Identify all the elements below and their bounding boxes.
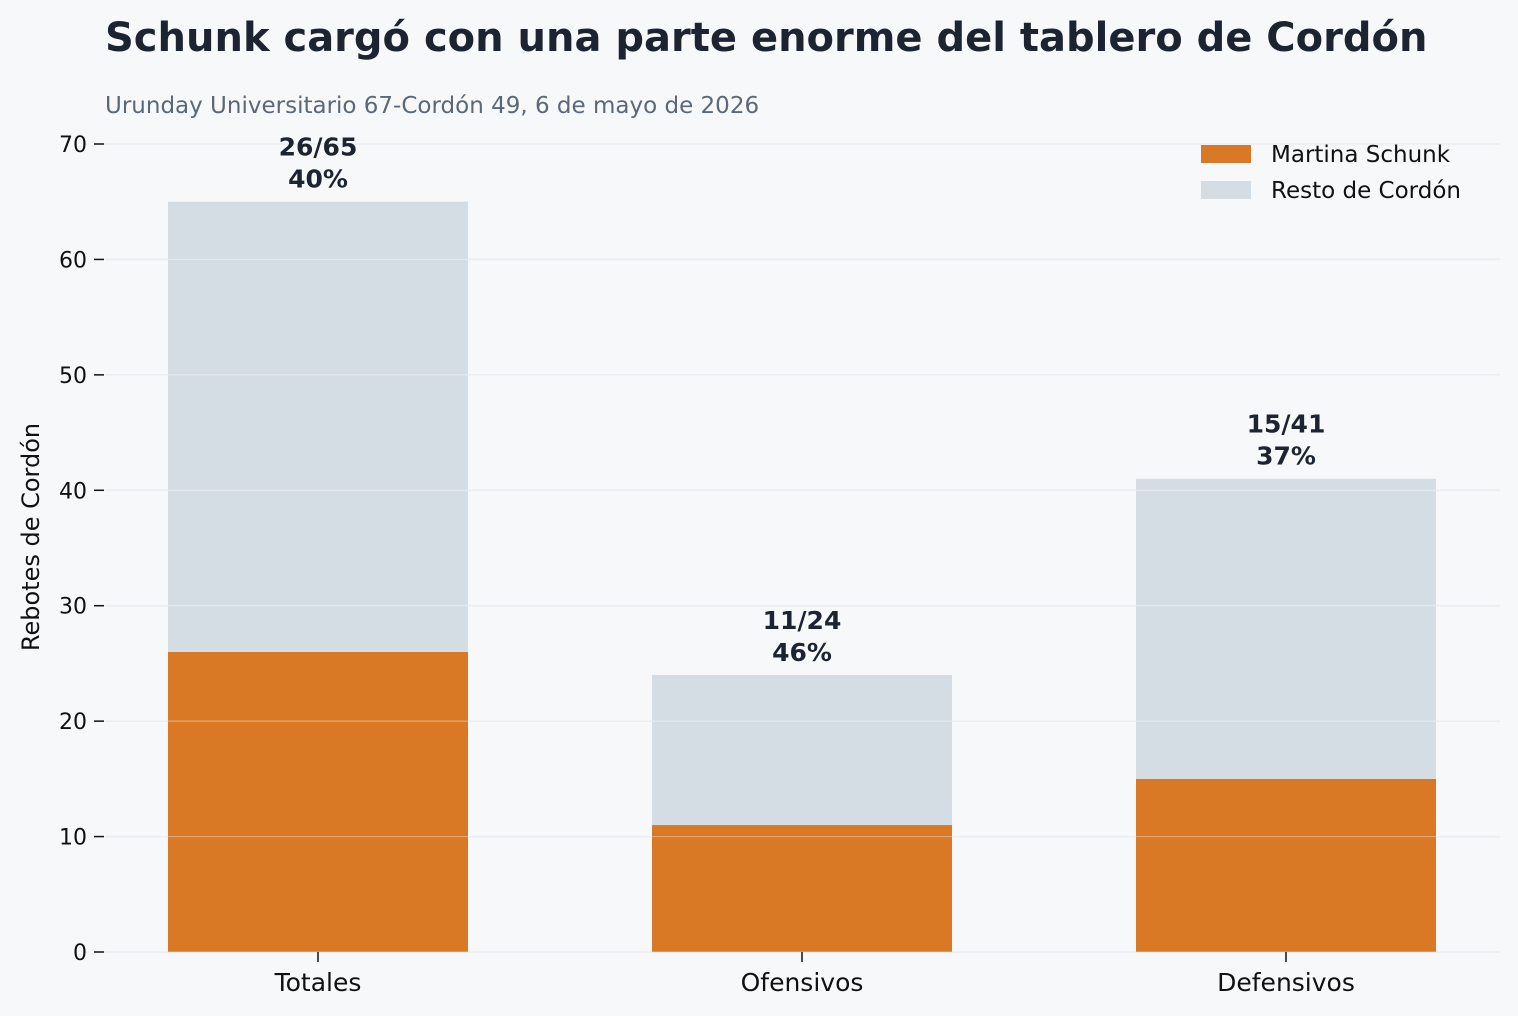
y-tick-label: 20 [59,710,87,735]
data-label-percent: 46% [772,638,832,667]
chart-subtitle: Urunday Universitario 67-Cordón 49, 6 de… [105,93,759,119]
legend-swatch-schunk [1201,145,1251,163]
y-tick-label: 70 [59,133,87,158]
y-axis: 0 10 20 30 40 50 60 70 [59,133,104,966]
data-labels: 26/65 40% 11/24 46% 15/41 37% [279,133,1326,667]
y-tick-label: 30 [59,595,87,620]
x-tick-label: Ofensivos [741,968,864,997]
bar-resto-defensivos [1136,478,1436,779]
y-axis-title: Rebotes de Cordón [17,423,45,651]
y-tick-label: 60 [59,248,87,273]
x-axis: Totales Ofensivos Defensivos [274,952,1355,997]
data-label-fraction: 15/41 [1247,410,1326,439]
bar-schunk-ofensivos [652,825,952,952]
bar-schunk-defensivos [1136,778,1436,952]
data-label-fraction: 26/65 [279,133,358,162]
legend-label: Resto de Cordón [1271,178,1461,204]
chart-title: Schunk cargó con una parte enorme del ta… [105,15,1427,61]
x-tick-label: Defensivos [1217,968,1355,997]
y-tick-label: 50 [59,364,87,389]
y-tick-label: 0 [73,941,87,966]
data-label-percent: 40% [288,165,348,194]
y-tick-label: 40 [59,479,87,504]
x-tick-label: Totales [274,968,362,997]
legend-label: Martina Schunk [1271,142,1451,168]
bar-resto-ofensivos [652,674,952,826]
bars [168,201,1436,952]
bar-resto-totales [168,201,468,652]
data-label-fraction: 11/24 [763,606,842,635]
y-tick-label: 10 [59,826,87,851]
data-label-percent: 37% [1256,442,1316,471]
legend-swatch-resto [1201,181,1251,199]
legend: Martina Schunk Resto de Cordón [1201,142,1461,204]
bar-schunk-totales [168,651,468,952]
